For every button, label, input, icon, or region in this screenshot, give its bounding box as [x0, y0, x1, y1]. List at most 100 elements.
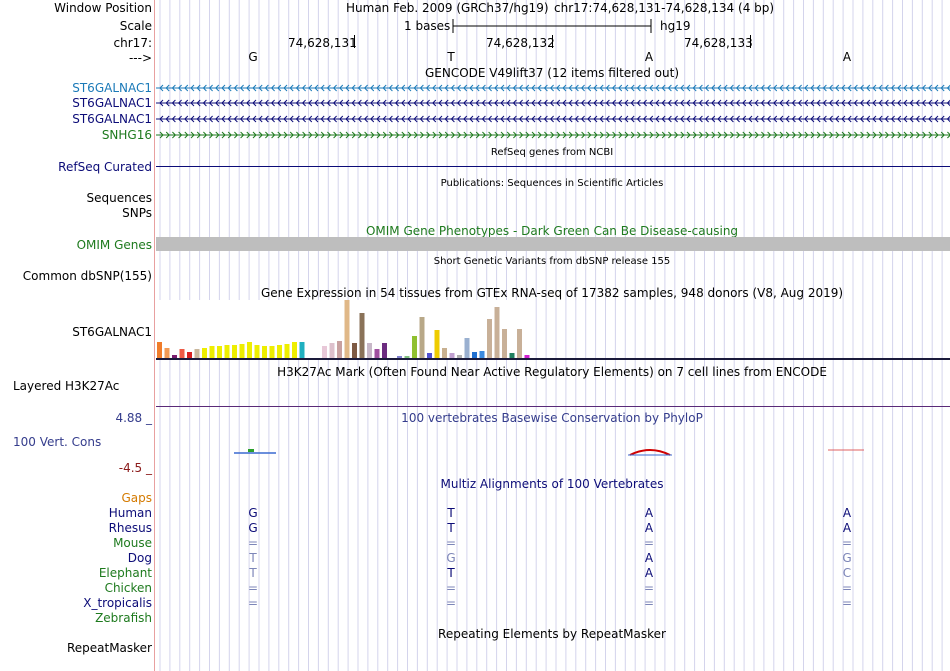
h3k27ac-label[interactable]: Layered H3K27Ac — [13, 379, 120, 393]
strand-arrow — [190, 84, 195, 92]
refseq-title[interactable]: RefSeq genes from NCBI — [490, 147, 614, 158]
gtex-bar[interactable] — [382, 343, 387, 358]
gtex-bar[interactable] — [232, 345, 237, 358]
gene-label[interactable]: ST6GALNAC1 — [72, 96, 152, 110]
repeatmasker-title[interactable]: Repeating Elements by RepeatMasker — [438, 627, 666, 641]
gtex-bar[interactable] — [494, 307, 500, 358]
position-text[interactable]: chr17:74,628,131-74,628,134 (4 bp) — [554, 1, 775, 15]
strand-arrow — [463, 99, 468, 107]
dbsnp-title[interactable]: Short Genetic Variants from dbSNP releas… — [433, 256, 671, 267]
gtex-bar[interactable] — [209, 346, 215, 358]
publications-title[interactable]: Publications: Sequences in Scientific Ar… — [440, 178, 664, 189]
phylop-signal[interactable] — [156, 445, 950, 461]
species-label[interactable]: X_tropicalis — [83, 596, 152, 610]
strand-arrow — [432, 99, 437, 107]
gtex-bar[interactable] — [397, 356, 402, 358]
strand-arrow — [475, 99, 480, 107]
gencode-gene-track[interactable] — [156, 80, 950, 144]
gtex-bar[interactable] — [472, 352, 477, 358]
gtex-bar[interactable] — [404, 356, 410, 358]
gtex-bar[interactable] — [487, 319, 492, 358]
gtex-bar[interactable] — [352, 343, 357, 358]
gtex-bar[interactable] — [202, 348, 207, 358]
gtex-bar[interactable] — [157, 342, 162, 358]
gtex-bar[interactable] — [524, 355, 530, 358]
gtex-bar[interactable] — [194, 349, 200, 358]
omim-label[interactable]: OMIM Genes — [76, 238, 152, 252]
species-label[interactable]: Zebrafish — [95, 611, 152, 625]
gtex-bar[interactable] — [434, 330, 440, 358]
assembly-name[interactable]: Human Feb. 2009 (GRCh37/hg19) — [346, 1, 549, 15]
refseq-gene-line[interactable] — [156, 166, 950, 167]
gtex-bar[interactable] — [164, 348, 170, 358]
species-label[interactable]: Dog — [127, 551, 152, 565]
strand-arrow — [754, 115, 759, 123]
gtex-bar[interactable] — [292, 342, 297, 358]
species-label[interactable]: Mouse — [113, 536, 152, 550]
h3k27ac-title[interactable]: H3K27Ac Mark (Often Found Near Active Re… — [277, 365, 827, 379]
gtex-bar[interactable] — [442, 348, 447, 358]
gtex-bar[interactable] — [449, 353, 455, 358]
gene-label[interactable]: ST6GALNAC1 — [72, 81, 152, 95]
gtex-bar[interactable] — [262, 346, 267, 358]
gtex-bar[interactable] — [367, 343, 372, 358]
strand-arrow — [909, 99, 914, 107]
omim-title[interactable]: OMIM Gene Phenotypes - Dark Green Can Be… — [365, 224, 739, 238]
repeatmasker-label[interactable]: RepeatMasker — [66, 641, 152, 655]
gtex-bar[interactable] — [412, 336, 417, 358]
strand-arrow — [388, 84, 393, 92]
gtex-bar[interactable] — [464, 338, 470, 358]
gtex-bar[interactable] — [299, 342, 305, 358]
gtex-bar[interactable] — [217, 346, 222, 358]
gtex-label[interactable]: ST6GALNAC1 — [72, 325, 152, 339]
gtex-bar[interactable] — [187, 352, 192, 358]
gtex-bar[interactable] — [479, 351, 485, 358]
phylop-title[interactable]: 100 vertebrates Basewise Conservation by… — [401, 411, 703, 425]
gtex-title[interactable]: Gene Expression in 54 tissues from GTEx … — [260, 286, 844, 300]
gtex-bar[interactable] — [509, 353, 515, 358]
gtex-bar-chart[interactable] — [156, 300, 536, 358]
gtex-bar[interactable] — [284, 344, 290, 358]
gtex-bar[interactable] — [179, 349, 185, 358]
strand-arrow — [674, 131, 679, 139]
species-label[interactable]: Chicken — [104, 581, 152, 595]
dbsnp-label[interactable]: Common dbSNP(155) — [22, 269, 152, 283]
gene-label[interactable]: ST6GALNAC1 — [72, 112, 152, 126]
gene-label[interactable]: SNHG16 — [101, 128, 152, 142]
publications-label[interactable]: SNPs — [122, 206, 152, 220]
gtex-bar[interactable] — [419, 317, 425, 358]
h3k27ac-signal-line[interactable] — [156, 406, 950, 407]
gtex-bar[interactable] — [172, 355, 177, 358]
gtex-bar[interactable] — [269, 346, 275, 358]
strand-arrow — [859, 115, 864, 123]
gtex-bar[interactable] — [427, 353, 432, 358]
multiz-title[interactable]: Multiz Alignments of 100 Vertebrates — [440, 477, 664, 491]
gtex-bar[interactable] — [337, 341, 342, 358]
species-label[interactable]: Rhesus — [108, 521, 152, 535]
publications-label[interactable]: Sequences — [86, 191, 152, 205]
gtex-bar[interactable] — [224, 345, 230, 358]
refseq-label[interactable]: RefSeq Curated — [58, 160, 152, 174]
gtex-bar[interactable] — [344, 300, 350, 358]
species-label[interactable]: Elephant — [98, 566, 152, 580]
gtex-bar[interactable] — [457, 355, 462, 358]
gtex-bar[interactable] — [254, 345, 260, 358]
strand-arrow — [438, 84, 443, 92]
gtex-bar[interactable] — [277, 345, 282, 358]
gtex-bar[interactable] — [374, 349, 380, 358]
gtex-bar[interactable] — [329, 343, 335, 358]
strand-arrow — [649, 84, 654, 92]
gencode-title[interactable]: GENCODE V49lift37 (12 items filtered out… — [424, 66, 680, 80]
gtex-bar[interactable] — [517, 329, 522, 358]
species-label[interactable]: Human — [108, 506, 152, 520]
gtex-bar[interactable] — [247, 342, 252, 358]
gtex-bar[interactable] — [239, 344, 245, 358]
gtex-bar[interactable] — [502, 329, 507, 358]
gtex-bar[interactable] — [359, 313, 365, 358]
omim-gene-bar[interactable] — [156, 237, 950, 251]
strand-arrow — [760, 84, 765, 92]
strand-arrow — [680, 115, 685, 123]
phylop-label[interactable]: 100 Vert. Cons — [13, 435, 102, 449]
gtex-bar[interactable] — [322, 346, 327, 358]
strand-arrow — [233, 84, 238, 92]
